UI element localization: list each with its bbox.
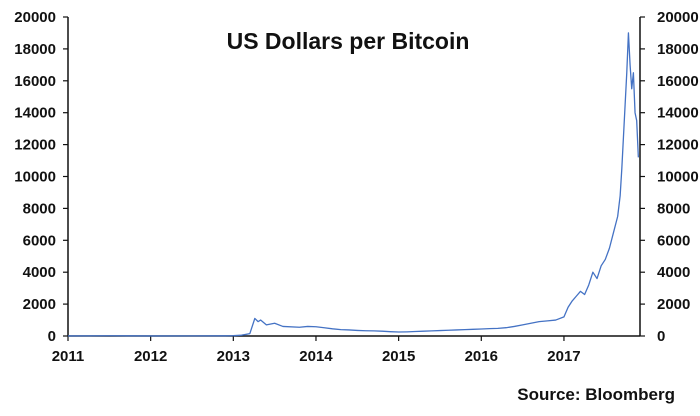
y-tick-label-right: 4000 <box>657 264 690 281</box>
x-tick-label: 2012 <box>134 348 167 365</box>
y-tick-label-right: 18000 <box>657 41 699 58</box>
y-tick-label-left: 6000 <box>23 232 56 249</box>
y-tick-label-left: 14000 <box>14 105 56 122</box>
axes-layer <box>67 17 641 337</box>
ticks-layer: 0 0 2000 2000 4000 4000 6000 6000 8000 8000 10000 1… <box>14 9 698 365</box>
series-line-0 <box>67 32 639 337</box>
y-tick-label-right: 14000 <box>657 105 699 122</box>
y-tick-label-right: 10000 <box>657 169 699 186</box>
y-tick-label-left: 10000 <box>14 169 56 186</box>
y-tick-label-left: 2000 <box>23 296 56 313</box>
y-tick-label-left: 18000 <box>14 41 56 58</box>
y-tick-label-left: 0 <box>48 328 56 345</box>
y-tick-label-right: 20000 <box>657 9 699 26</box>
y-tick-label-left: 4000 <box>23 264 56 281</box>
y-tick-label-left: 8000 <box>23 200 56 217</box>
y-tick-label-right: 12000 <box>657 137 699 154</box>
y-tick-label-right: 8000 <box>657 200 690 217</box>
y-tick-label-left: 12000 <box>14 137 56 154</box>
chart-title: US Dollars per Bitcoin <box>227 28 470 54</box>
x-tick-label: 2017 <box>547 348 580 365</box>
y-tick-label-right: 16000 <box>657 73 699 90</box>
y-tick-label-right: 0 <box>657 328 665 345</box>
y-tick-label-right: 2000 <box>657 296 690 313</box>
y-tick-label-left: 20000 <box>14 9 56 26</box>
chart-source: Source: Bloomberg <box>517 385 675 404</box>
x-tick-label: 2011 <box>52 348 85 365</box>
y-tick-label-left: 16000 <box>14 73 56 90</box>
y-tick-label-right: 6000 <box>657 232 690 249</box>
x-tick-label: 2015 <box>382 348 415 365</box>
x-tick-label: 2016 <box>465 348 498 365</box>
x-tick-label: 2013 <box>217 348 250 365</box>
series-layer <box>67 32 639 337</box>
x-tick-label: 2014 <box>299 348 333 365</box>
